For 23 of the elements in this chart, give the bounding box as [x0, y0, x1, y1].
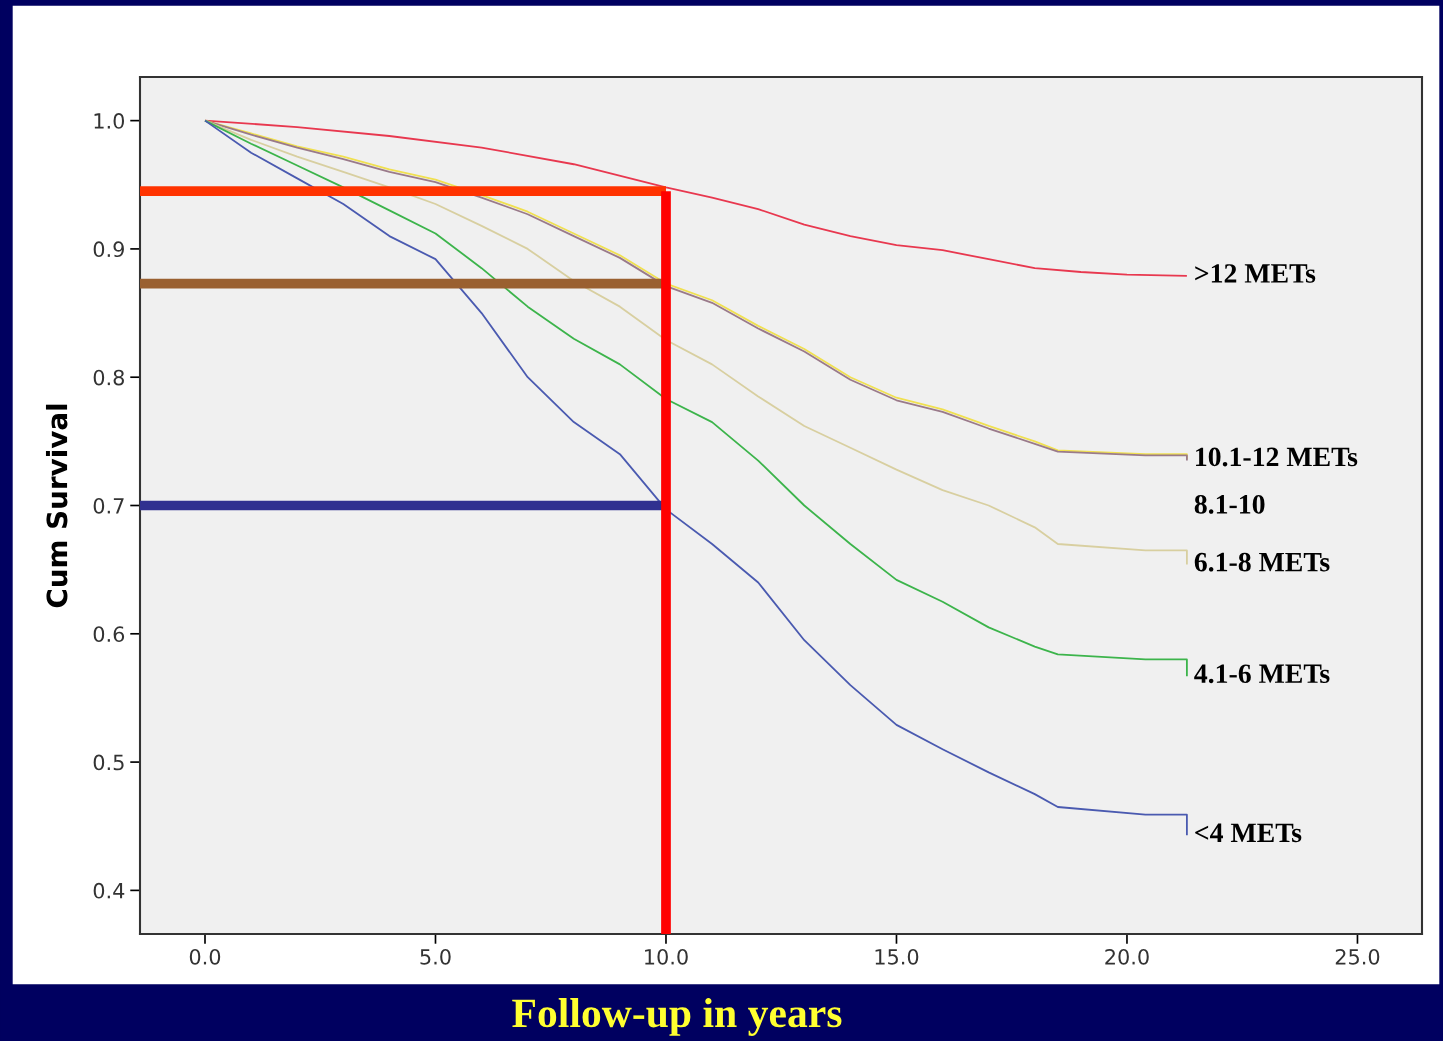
series-label: 10.1-12 METs	[1196, 447, 1358, 467]
y-axis-title: Cum Survival	[45, 404, 68, 608]
line-series	[204, 119, 1188, 678]
y-tick-label: 0.6	[93, 626, 125, 642]
y-tick-label: 0.8	[93, 369, 124, 386]
series-label: 6.1-8 METs	[1194, 552, 1330, 572]
series-label: 4.1-6 METs	[1194, 664, 1330, 684]
y-tick-label: 0.9	[93, 241, 124, 258]
x-tick-label: 5.0	[420, 948, 451, 965]
y-tick-label: 0.5	[93, 754, 124, 771]
x-tick-label: 10.0	[645, 948, 688, 965]
y-tick-label: 0.4	[93, 882, 125, 899]
series-label: >12 METs	[1195, 264, 1316, 283]
x-tick-label: 15.0	[875, 948, 919, 965]
x-tick-label: 25.0	[1335, 948, 1380, 965]
x-tick-label: 0.0	[189, 948, 221, 965]
y-tick-label: 1.0	[94, 113, 125, 129]
x-axis-title: Follow-up in years	[512, 998, 842, 1036]
y-tick-label: 0.7	[93, 497, 124, 514]
line-series	[204, 119, 1188, 837]
series-label: 8.1-10	[1194, 494, 1265, 514]
x-tick-label: 20.0	[1105, 948, 1149, 965]
series-label: <4 METs	[1195, 823, 1302, 843]
